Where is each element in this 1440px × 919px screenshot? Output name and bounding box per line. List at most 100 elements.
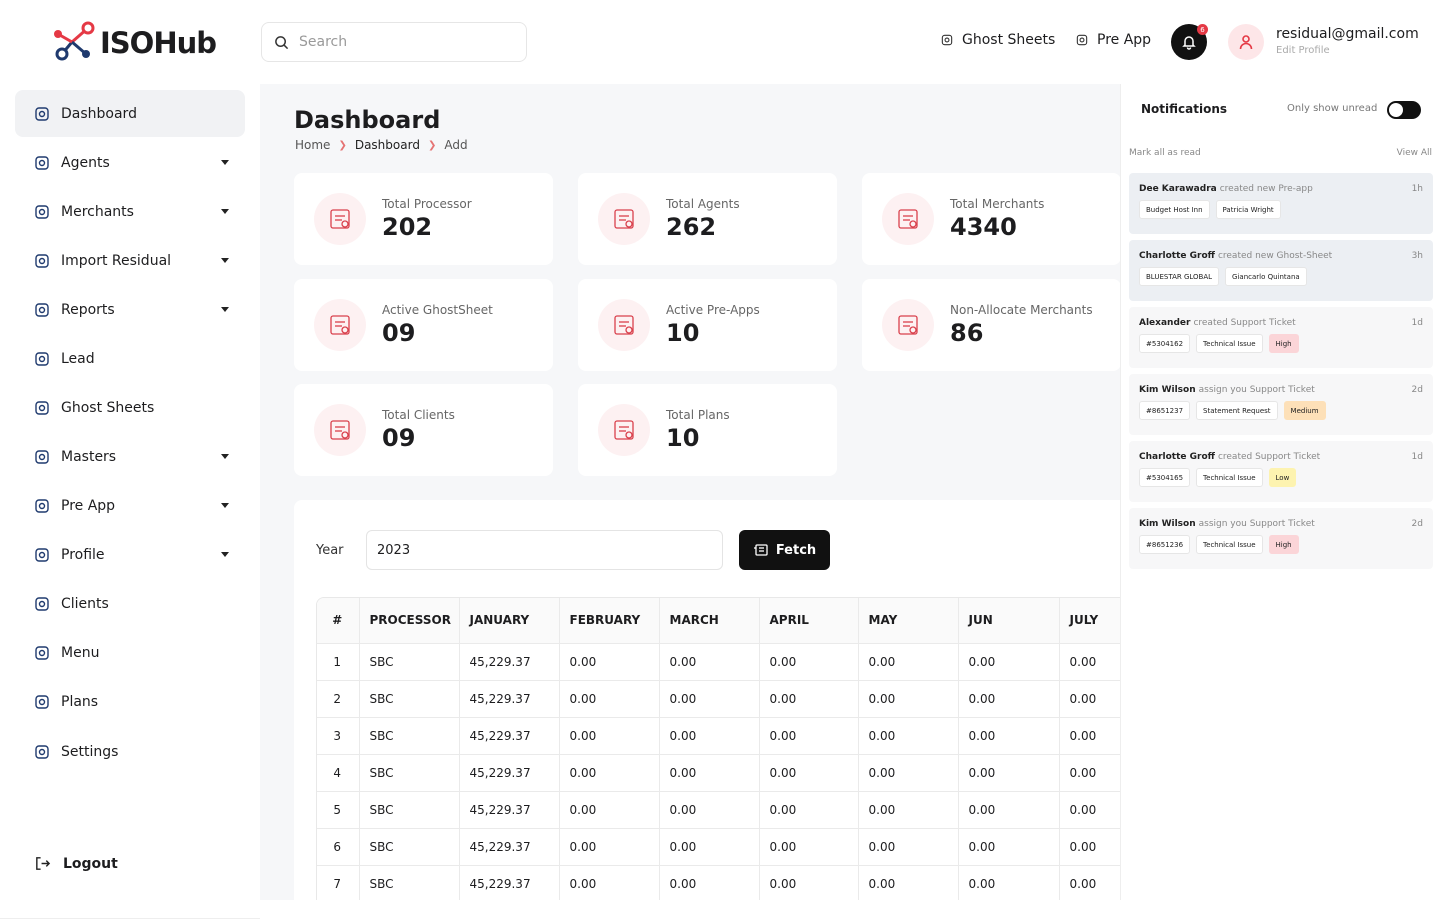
notification-time: 1d — [1411, 452, 1423, 462]
notification-user: Kim Wilson — [1139, 385, 1196, 395]
stat-label: Total Clients — [382, 408, 455, 422]
notification-action: assign you Support Ticket — [1198, 385, 1315, 395]
table-cell: 4 — [317, 753, 360, 791]
stat-text: Active GhostSheet 09 — [382, 303, 493, 347]
nav-item[interactable]: Dashboard — [15, 90, 245, 137]
view-all[interactable]: View All — [1396, 148, 1432, 158]
table-cell: 45,229.37 — [459, 642, 560, 680]
notification-tag: High — [1268, 535, 1299, 554]
stat-card: Total Clients 09 — [294, 384, 553, 476]
nav-item[interactable]: Pre App — [15, 482, 245, 529]
nav-item[interactable]: Ghost Sheets — [15, 384, 245, 431]
table-cell: 0.00 — [559, 753, 660, 791]
stat-text: Total Plans 10 — [666, 408, 730, 452]
table-cell: 0.00 — [1059, 716, 1120, 754]
nav-item[interactable]: Menu — [15, 629, 245, 676]
notifications-panel: Notifications Only show unread Mark all as… — [1120, 84, 1440, 900]
table-cell: 45,229.37 — [459, 827, 560, 865]
table-cell: 0.00 — [958, 679, 1060, 717]
notification-item[interactable]: Charlotte Groff created new Ghost-Sheet 3h… — [1129, 240, 1433, 301]
notifications-title: Notifications — [1141, 102, 1228, 116]
stat-icon — [314, 404, 366, 456]
page: ISOHub Search Ghost Sheets Pre App 6 residual… — [0, 21, 1440, 919]
nav-item[interactable]: Plans — [15, 678, 245, 725]
search-box[interactable]: Search — [261, 22, 527, 62]
nav-label: Menu — [61, 644, 100, 661]
notification-badge: 6 — [1197, 24, 1208, 35]
nav-icon — [33, 546, 51, 564]
notification-action: created new Pre-app — [1219, 184, 1313, 194]
column-header: PROCESSOR — [359, 598, 460, 643]
table-cell: 5 — [317, 790, 360, 828]
nav-item[interactable]: Profile — [15, 531, 245, 578]
notification-tag: Technical Issue — [1196, 468, 1263, 487]
nav-label: Import Residual — [61, 252, 172, 269]
nav-item[interactable]: Import Residual — [15, 237, 245, 284]
edit-profile[interactable]: Edit Profile — [1276, 45, 1330, 56]
nav-label: Masters — [61, 448, 117, 465]
notification-line: Charlotte Groff created new Ghost-Sheet — [1139, 251, 1423, 261]
nav-icon — [33, 399, 51, 417]
top-link[interactable]: Ghost Sheets — [940, 32, 1055, 48]
table-cell: 0.00 — [559, 864, 660, 900]
nav-item[interactable]: Lead — [15, 335, 245, 382]
notification-item[interactable]: Kim Wilson assign you Support Ticket 2d #86… — [1129, 508, 1433, 569]
notification-item[interactable]: Kim Wilson assign you Support Ticket 2d #86… — [1129, 374, 1433, 435]
top-link-label: Pre App — [1097, 32, 1152, 48]
stat-card: Total Processor 202 — [294, 173, 553, 265]
dropdown-caret — [221, 258, 229, 263]
stat-value: 4340 — [950, 213, 1017, 241]
nav-item[interactable]: Settings — [15, 728, 245, 775]
notification-tag: High — [1268, 334, 1299, 353]
dropdown-caret — [221, 454, 229, 459]
notification-item[interactable]: Charlotte Groff created Support Ticket 1d #… — [1129, 441, 1433, 502]
top-link[interactable]: Pre App — [1075, 32, 1151, 48]
table-cell: 45,229.37 — [459, 679, 560, 717]
breadcrumb-item[interactable]: Dashboard — [354, 138, 420, 152]
dropdown-caret — [221, 503, 229, 508]
notification-time: 1d — [1411, 318, 1423, 328]
table-cell: 0.00 — [958, 753, 1060, 791]
unread-toggle[interactable] — [1387, 101, 1421, 119]
notification-tag: #8651237 — [1139, 401, 1191, 420]
logout[interactable]: Logout — [34, 855, 118, 872]
stat-value: 10 — [666, 319, 700, 347]
breadcrumb-item[interactable]: Home — [295, 138, 331, 152]
table-cell: 0.00 — [858, 753, 959, 791]
breadcrumb-separator: ❯ — [338, 139, 347, 151]
notification-item[interactable]: Dee Karawadra created new Pre-app 1h Budget… — [1129, 173, 1433, 234]
mark-all-read[interactable]: Mark all as read — [1129, 148, 1201, 158]
fetch-button[interactable]: Fetch — [739, 530, 830, 570]
stat-icon — [314, 299, 366, 351]
notification-tags: BLUESTAR GLOBAL Giancarlo Quintana — [1139, 267, 1423, 286]
nav-label: Agents — [61, 154, 110, 171]
nav-item[interactable]: Agents — [15, 139, 245, 186]
breadcrumb-item: Add — [444, 138, 468, 152]
nav-item[interactable]: Reports — [15, 286, 245, 333]
column-header: JANUARY — [459, 598, 560, 643]
stat-label: Total Merchants — [950, 197, 1045, 211]
year-input[interactable]: 2023 — [366, 530, 723, 570]
table-cell: 0.00 — [858, 679, 959, 717]
top-link-label: Ghost Sheets — [962, 32, 1056, 48]
notification-tags: #8651236 Technical Issue High — [1139, 535, 1423, 554]
stat-text: Total Processor 202 — [382, 197, 472, 241]
avatar[interactable] — [1228, 24, 1264, 60]
stat-label: Total Agents — [666, 197, 740, 211]
notification-line: Charlotte Groff created Support Ticket — [1139, 452, 1423, 462]
nav-item[interactable]: Masters — [15, 433, 245, 480]
nav-icon — [33, 154, 51, 172]
breadcrumb: Home ❯ Dashboard ❯ Add — [295, 138, 468, 152]
notification-item[interactable]: Alexander created Support Ticket 1d #530416… — [1129, 307, 1433, 368]
notification-tags: Budget Host Inn Patricia Wright — [1139, 200, 1423, 219]
notification-tag: Patricia Wright — [1215, 200, 1281, 219]
stat-card: Total Merchants 4340 — [862, 173, 1120, 265]
table-cell: SBC — [359, 827, 460, 865]
table-cell: 0.00 — [1059, 679, 1120, 717]
stat-icon — [598, 299, 650, 351]
nav-item[interactable]: Clients — [15, 580, 245, 627]
column-header: # — [317, 598, 360, 643]
table-cell: SBC — [359, 679, 460, 717]
nav-item[interactable]: Merchants — [15, 188, 245, 235]
table-cell: 0.00 — [659, 864, 760, 900]
